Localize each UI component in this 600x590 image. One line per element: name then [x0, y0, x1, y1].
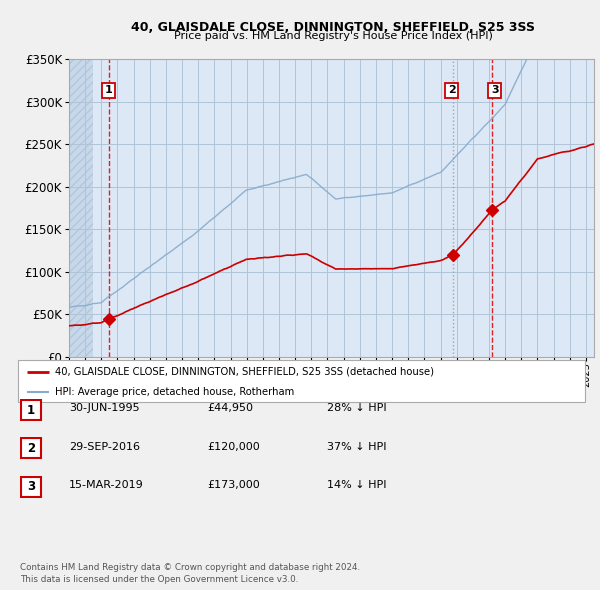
Text: Price paid vs. HM Land Registry's House Price Index (HPI): Price paid vs. HM Land Registry's House … [173, 31, 493, 41]
Text: 28% ↓ HPI: 28% ↓ HPI [327, 404, 386, 413]
Text: 29-SEP-2016: 29-SEP-2016 [69, 442, 140, 451]
Text: £173,000: £173,000 [207, 480, 260, 490]
Text: 2: 2 [27, 442, 35, 455]
Text: 15-MAR-2019: 15-MAR-2019 [69, 480, 144, 490]
Text: 3: 3 [491, 86, 499, 95]
Text: 40, GLAISDALE CLOSE, DINNINGTON, SHEFFIELD, S25 3SS: 40, GLAISDALE CLOSE, DINNINGTON, SHEFFIE… [131, 21, 535, 34]
Text: 1: 1 [105, 86, 112, 95]
Text: Contains HM Land Registry data © Crown copyright and database right 2024.
This d: Contains HM Land Registry data © Crown c… [20, 563, 360, 584]
Text: HPI: Average price, detached house, Rotherham: HPI: Average price, detached house, Roth… [55, 387, 294, 396]
FancyBboxPatch shape [21, 400, 41, 420]
Text: 1: 1 [27, 404, 35, 417]
Text: 30-JUN-1995: 30-JUN-1995 [69, 404, 140, 413]
Text: 37% ↓ HPI: 37% ↓ HPI [327, 442, 386, 451]
Text: 3: 3 [27, 480, 35, 493]
Text: 2: 2 [448, 86, 456, 95]
Text: £44,950: £44,950 [207, 404, 253, 413]
FancyBboxPatch shape [21, 438, 41, 458]
Text: 40, GLAISDALE CLOSE, DINNINGTON, SHEFFIELD, S25 3SS (detached house): 40, GLAISDALE CLOSE, DINNINGTON, SHEFFIE… [55, 367, 434, 377]
Text: £120,000: £120,000 [207, 442, 260, 451]
FancyBboxPatch shape [21, 477, 41, 497]
Text: 14% ↓ HPI: 14% ↓ HPI [327, 480, 386, 490]
FancyBboxPatch shape [18, 360, 585, 402]
